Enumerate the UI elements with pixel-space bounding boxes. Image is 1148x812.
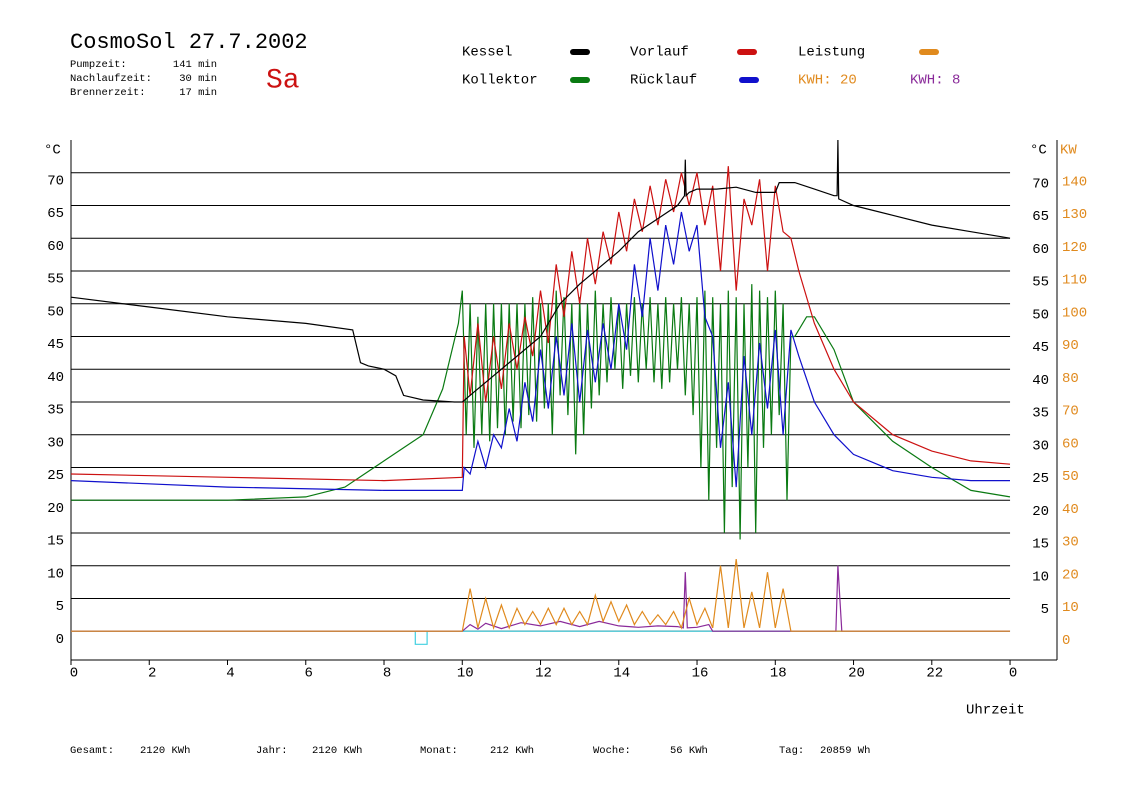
annotation: KWH: 20: [798, 73, 857, 89]
series-line: [70, 211, 1010, 491]
total-value: 212 KWh: [490, 745, 534, 757]
annotation: KWH: 8: [910, 73, 960, 89]
y-tick-label: 10: [47, 566, 64, 582]
y2-tick-label: 120: [1062, 240, 1087, 256]
y2-tick-label: 110: [1062, 273, 1087, 289]
x-tick-label: 14: [613, 666, 630, 682]
info-value: 141 min: [173, 59, 217, 71]
y-axis-label: °C: [44, 143, 61, 159]
y-tick-label-right: 20: [1032, 504, 1049, 520]
y2-tick-label: 130: [1062, 207, 1087, 223]
y-tick-label: 30: [47, 435, 64, 451]
total-value: 56 KWh: [670, 745, 708, 757]
x-axis-label: Uhrzeit: [966, 703, 1025, 719]
x-tick-label: 10: [457, 666, 474, 682]
y-tick-label: 0: [56, 632, 64, 648]
y-tick-label: 55: [47, 272, 64, 288]
y2-tick-label: 0: [1062, 633, 1070, 649]
y-tick-label: 50: [47, 304, 64, 320]
series-line: [71, 559, 1010, 632]
info-label: Nachlaufzeit:: [70, 73, 152, 85]
total-value: 2120 KWh: [140, 745, 190, 757]
x-tick-label: 0: [1009, 666, 1017, 682]
y-tick-label-right: 40: [1032, 373, 1049, 389]
y-tick-label: 15: [47, 534, 64, 550]
y2-tick-label: 140: [1062, 174, 1087, 190]
x-tick-label: 0: [70, 666, 78, 682]
y-tick-label-right: 55: [1032, 275, 1049, 291]
y2-tick-label: 20: [1062, 567, 1079, 583]
y-tick-label: 40: [47, 370, 64, 386]
y-tick-label-right: 60: [1032, 242, 1049, 258]
y-tick-label: 70: [47, 173, 64, 189]
y2-tick-label: 60: [1062, 436, 1079, 452]
y-tick-label-right: 5: [1041, 602, 1049, 618]
legend-label: Vorlauf: [630, 45, 689, 61]
series-line: [71, 565, 1010, 632]
x-tick-label: 20: [848, 666, 865, 682]
y2-tick-label: 10: [1062, 600, 1079, 616]
total-label: Gesamt:: [70, 745, 114, 757]
x-tick-label: 4: [226, 666, 234, 682]
y-tick-label-right: 30: [1032, 438, 1049, 454]
total-label: Tag:: [779, 745, 804, 757]
y-tick-label: 35: [47, 403, 64, 419]
y2-tick-label: 100: [1062, 305, 1087, 321]
total-label: Woche:: [593, 745, 631, 757]
total-value: 2120 KWh: [312, 745, 362, 757]
info-label: Brennerzeit:: [70, 87, 146, 99]
legend-label: Kessel: [462, 45, 512, 61]
legend-label: Rücklauf: [630, 73, 697, 89]
y-tick-label: 5: [56, 599, 64, 615]
y-tick-label: 45: [47, 337, 64, 353]
y2-axis-label-c: °C: [1030, 143, 1047, 159]
info-value: 17 min: [179, 87, 217, 99]
y-tick-label-right: 25: [1032, 471, 1049, 487]
y-tick-label: 60: [47, 239, 64, 255]
y-tick-label: 65: [47, 206, 64, 222]
x-tick-label: 8: [383, 666, 391, 682]
y-tick-label-right: 70: [1032, 176, 1049, 192]
total-value: 20859 Wh: [820, 745, 870, 757]
x-tick-label: 12: [535, 666, 552, 682]
day: Sa: [266, 65, 300, 96]
chart-title: CosmoSol 27.7.2002: [70, 30, 308, 55]
y-tick-label-right: 10: [1032, 569, 1049, 585]
x-tick-label: 6: [305, 666, 313, 682]
series-line: [71, 284, 1011, 540]
legend-label: Kollektor: [462, 73, 538, 89]
y2-tick-label: 80: [1062, 371, 1079, 387]
y2-tick-label: 50: [1062, 469, 1079, 485]
y-tick-label: 25: [47, 468, 64, 484]
x-tick-label: 2: [148, 666, 156, 682]
x-tick-label: 22: [926, 666, 943, 682]
y-tick-label-right: 45: [1032, 340, 1049, 356]
y-tick-label: 20: [47, 501, 64, 517]
legend-label: Leistung: [798, 45, 865, 61]
info-value: 30 min: [179, 73, 217, 85]
y2-tick-label: 70: [1062, 404, 1079, 420]
series-line: [70, 139, 1011, 403]
total-label: Jahr:: [256, 745, 288, 757]
y2-tick-label: 90: [1062, 338, 1079, 354]
x-tick-label: 18: [770, 666, 787, 682]
y2-tick-label: 30: [1062, 535, 1079, 551]
y-tick-label-right: 50: [1032, 307, 1049, 323]
y-tick-label-right: 15: [1032, 537, 1049, 553]
y2-tick-label: 40: [1062, 502, 1079, 518]
y2-axis-label: KW: [1060, 143, 1077, 159]
y-tick-label-right: 65: [1032, 209, 1049, 225]
total-label: Monat:: [420, 745, 458, 757]
x-tick-label: 16: [692, 666, 709, 682]
y-tick-label-right: 35: [1032, 406, 1049, 422]
series-line: [70, 166, 1011, 482]
info-label: Pumpzeit:: [70, 59, 127, 71]
